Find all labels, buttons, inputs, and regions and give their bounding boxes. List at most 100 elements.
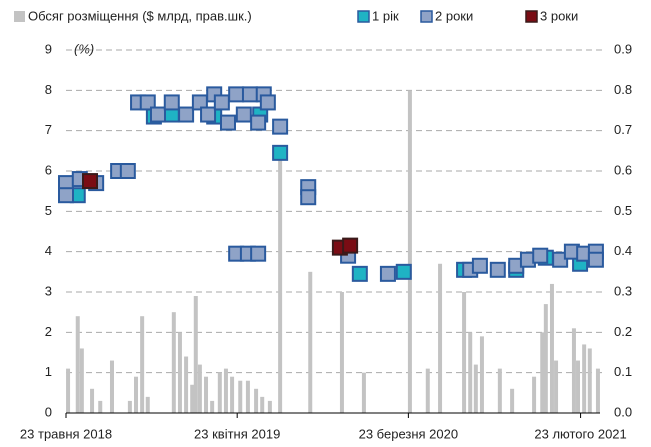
point [178,106,195,123]
bar [308,271,313,413]
point [532,247,549,264]
bar [223,368,228,413]
point [163,94,180,111]
y-tick-label: 5 [45,203,52,218]
y-tick-label: 3 [45,283,52,298]
point [272,118,289,135]
bar [109,360,114,413]
bar [543,304,548,413]
y-tick-label: 6 [45,162,52,177]
bar [177,332,182,413]
bar [425,368,430,413]
y-tick-label: 2 [45,324,52,339]
y-annotation: (%) [74,41,94,56]
point [552,251,569,268]
point [300,189,317,206]
bar [254,388,259,413]
bar [90,388,95,413]
bar [184,356,189,413]
bar [98,400,103,413]
bar [217,372,222,413]
bar [145,396,150,413]
bar [554,360,559,413]
bar [587,348,592,413]
y2-tick-label: 0.7 [614,122,632,137]
bar [75,316,80,413]
bar [260,396,265,413]
point [250,245,267,262]
legend-label: Обсяг розміщення ($ млрд, прав.шк.) [28,8,252,23]
bar [66,368,71,413]
bar [245,380,250,413]
legend-label: 1 рік [372,8,399,23]
bar [140,316,145,413]
bar [361,372,366,413]
y-tick-label: 8 [45,82,52,97]
bar [210,400,215,413]
bar [193,296,198,413]
point [379,265,396,282]
y-tick-label: 7 [45,122,52,137]
bar [171,312,176,413]
y-tick-label: 0 [45,404,52,419]
point [235,106,252,123]
bar [438,263,443,413]
bar [127,400,132,413]
x-tick-label: 23 березня 2020 [359,426,459,441]
point [82,173,99,190]
point [250,114,267,131]
legend-swatch [420,10,433,23]
point [241,86,258,103]
bar [197,364,202,413]
bar [576,360,581,413]
bar [134,376,139,413]
point [489,261,506,278]
y-tick-label: 4 [45,243,52,258]
bar [339,292,344,413]
point [149,106,166,123]
point [471,257,488,274]
point [272,144,289,161]
bar [267,400,272,413]
point [58,187,74,204]
y2-tick-label: 0.1 [614,364,632,379]
y2-tick-label: 0.2 [614,324,632,339]
bar [540,332,545,413]
legend-swatch [357,10,370,23]
y2-tick-label: 0.5 [614,203,632,218]
y-tick-label: 1 [45,364,52,379]
bar [190,384,195,413]
y2-tick-label: 0.6 [614,162,632,177]
y2-tick-label: 0.3 [614,283,632,298]
y2-tick-label: 0.0 [614,404,632,419]
point [259,94,276,111]
bar [473,364,478,413]
bar [79,348,84,413]
bar [549,283,554,413]
y-tick-label: 9 [45,41,52,56]
bar [497,368,502,413]
point [119,163,136,179]
x-tick-label: 23 лютого 2021 [534,426,626,441]
y2-tick-label: 0.8 [614,82,632,97]
legend-label: 2 роки [435,8,473,23]
point [587,251,604,268]
bar [571,328,576,413]
bar [468,332,473,413]
point [191,94,208,111]
bar [204,376,209,413]
bar [230,376,235,413]
point [351,265,368,282]
y2-tick-label: 0.9 [614,41,632,56]
bar [510,388,515,413]
bar [532,376,537,413]
point [342,237,359,254]
point [139,94,156,111]
bar [479,336,484,413]
legend-swatch [14,11,25,22]
legend-label: 3 роки [540,8,578,23]
bar [462,292,467,413]
bar [238,380,243,413]
point [213,94,230,111]
bar [278,150,283,414]
